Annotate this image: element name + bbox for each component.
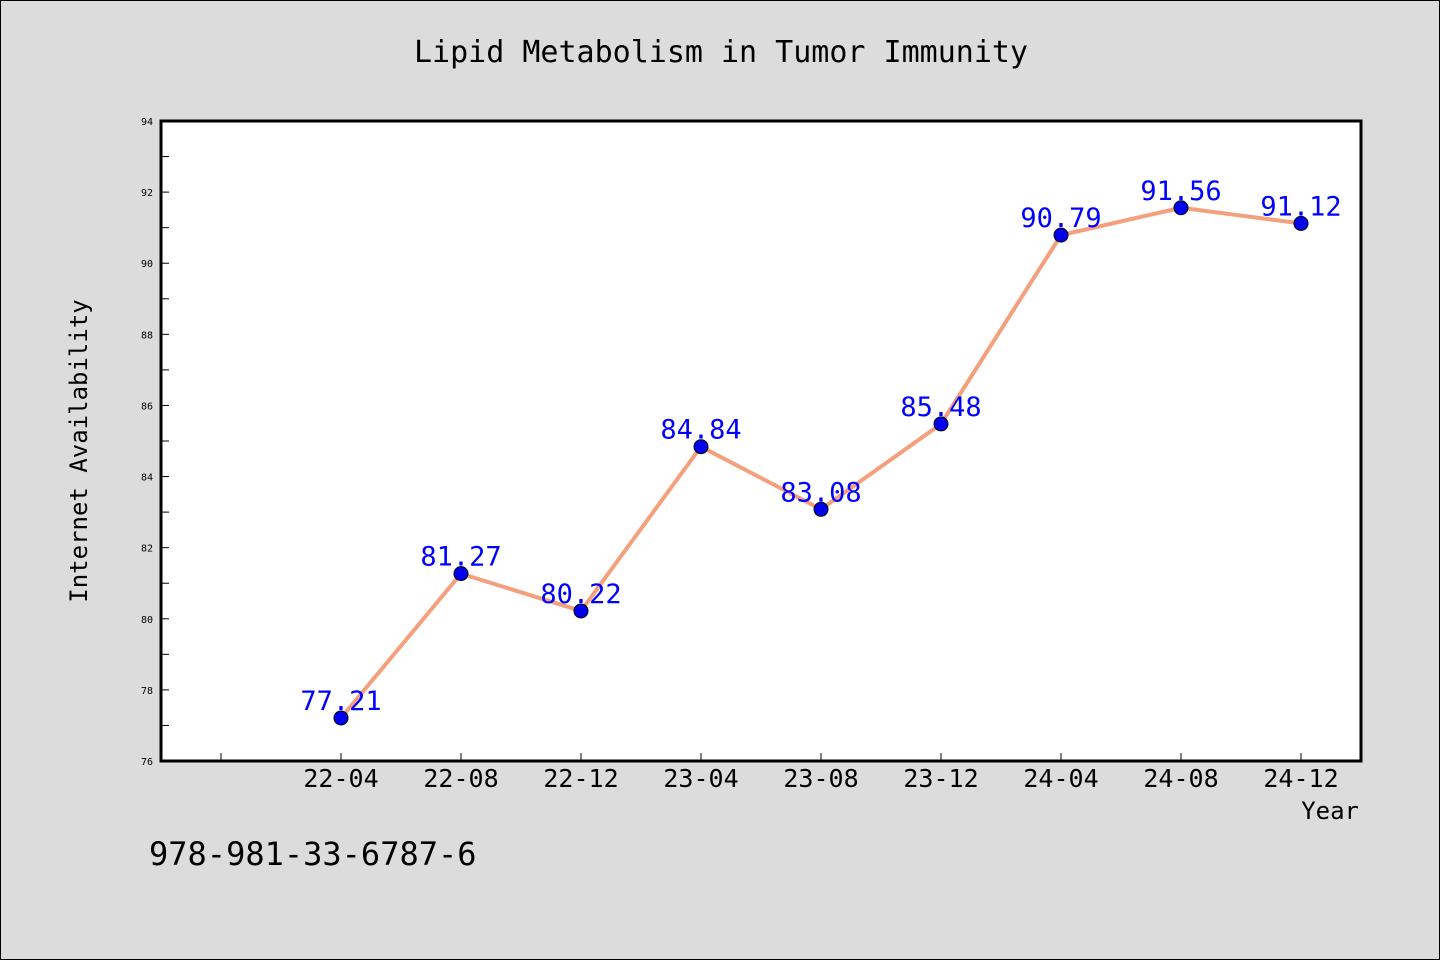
data-point [1173,200,1189,216]
y-tick-label: 82 [141,544,153,555]
data-label: 80.22 [540,579,621,610]
data-labels: 77.21 81.27 80.22 84.84 83.08 85.48 90.79 91.56… [300,176,1341,717]
x-tick-label: 22-08 [423,764,498,793]
data-label: 83.08 [780,477,861,508]
y-tick-label: 88 [141,330,153,341]
data-point [333,710,349,726]
series-layer [333,200,1309,726]
y-tick-label: 84 [141,473,153,484]
x-axis-label: Year [1301,797,1359,825]
plot-area [159,119,1363,763]
x-tick-label: 22-04 [303,764,378,793]
y-tick-label: 94 [141,117,153,128]
x-tick-label: 24-08 [1143,764,1218,793]
x-tick-label: 23-12 [903,764,978,793]
y-tick-label: 92 [141,188,153,199]
y-tick-label: 78 [141,686,153,697]
x-tick-label: 23-08 [783,764,858,793]
x-tick-label: 22-12 [543,764,618,793]
y-axis: 76 78 80 82 84 86 88 90 92 94 [141,117,169,768]
data-point [1293,215,1309,231]
data-label: 81.27 [420,542,501,573]
data-label: 85.48 [900,392,981,423]
data-label: 91.12 [1260,191,1341,222]
y-tick-label: 86 [141,401,153,412]
x-tick-label: 24-04 [1023,764,1098,793]
y-tick-label: 80 [141,615,153,626]
data-point [933,416,949,432]
data-point [1053,227,1069,243]
data-point [813,501,829,517]
y-tick-label: 90 [141,259,153,270]
y-tick-label: 76 [141,757,153,768]
data-point [693,439,709,455]
chart-title: Lipid Metabolism in Tumor Immunity [413,35,1029,70]
data-label: 90.79 [1020,203,1101,234]
x-tick-label: 23-04 [663,764,738,793]
data-label: 91.56 [1140,176,1221,207]
x-tick-label: 24-12 [1263,764,1338,793]
data-label: 84.84 [660,415,741,446]
data-point [453,566,469,582]
data-point [573,603,589,619]
isbn-code: 978-981-33-6787-6 [149,835,477,873]
x-axis: 22-04 22-08 22-12 23-04 23-08 23-12 24-04 24-08… [220,753,1339,793]
data-label: 77.21 [300,686,381,717]
